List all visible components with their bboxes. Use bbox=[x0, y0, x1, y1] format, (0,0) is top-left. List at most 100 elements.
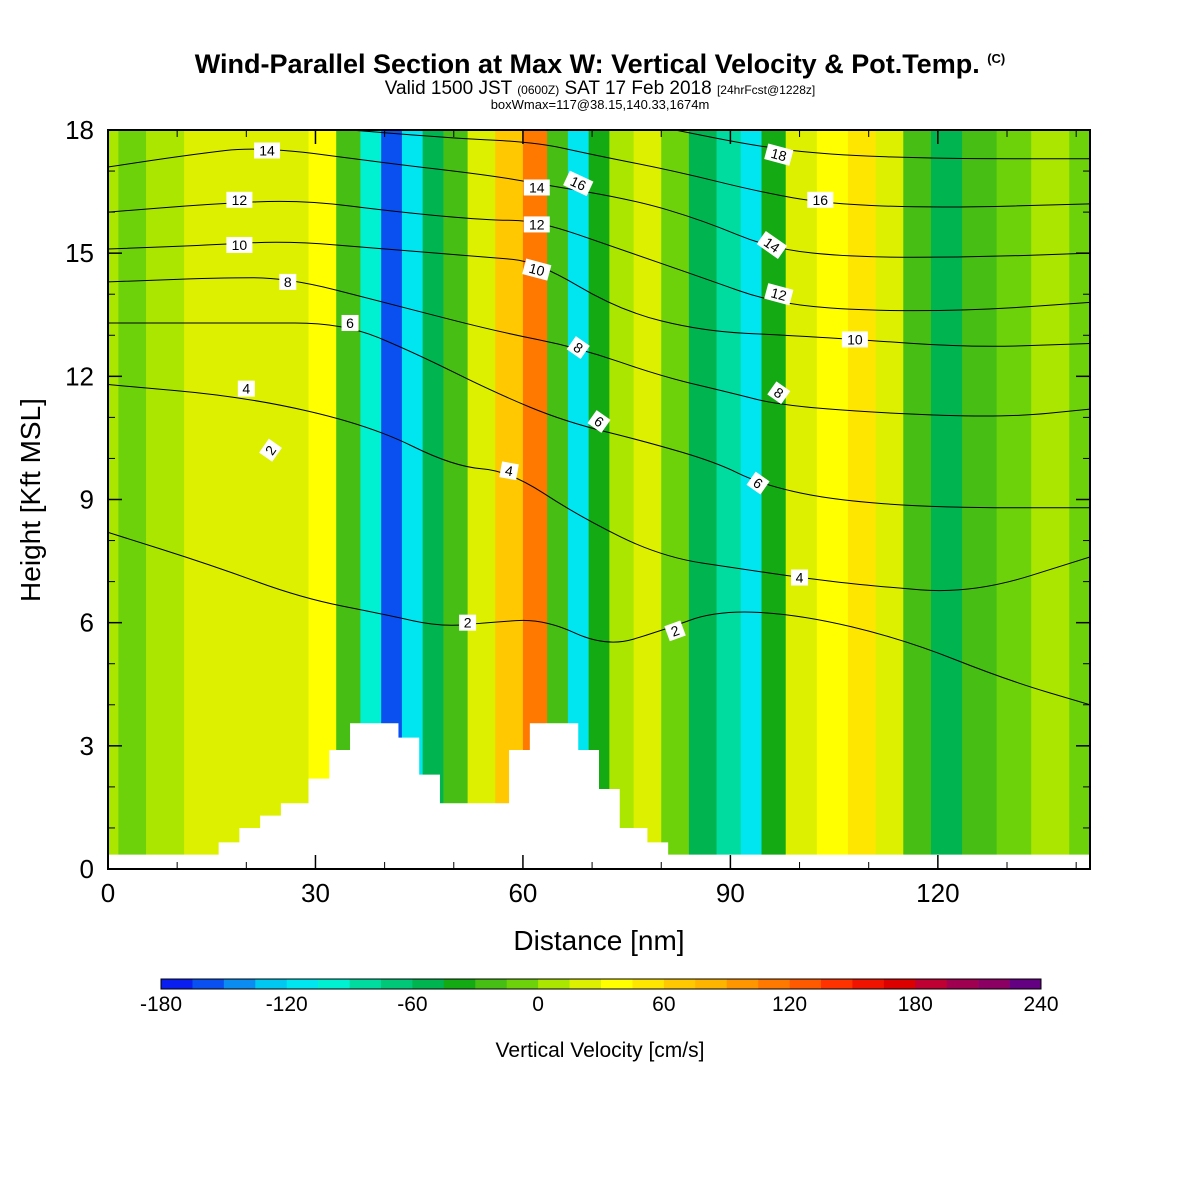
contour-label-box bbox=[587, 410, 611, 433]
valid-time-utc: (0600Z) bbox=[517, 83, 560, 97]
contour-label-box bbox=[341, 314, 359, 331]
contour-labels: 2 2 2 4 4 4 6 6 6 8 8 8 10 10 10 12 12 12 14 14 14 16 16 18 bbox=[226, 142, 868, 642]
colorbar-tick-label: 0 bbox=[532, 993, 544, 1016]
contour-label-box bbox=[563, 170, 594, 197]
colorbar-swatch bbox=[381, 979, 413, 989]
w-cell bbox=[716, 130, 742, 869]
colorbar-swatch bbox=[192, 979, 225, 989]
w-cell bbox=[277, 130, 310, 869]
contour-label-box bbox=[791, 569, 809, 586]
contour-label-text: 12 bbox=[529, 216, 545, 232]
colorbar-swatch bbox=[161, 979, 193, 989]
colorbar-swatch bbox=[255, 979, 288, 989]
colorbar-swatch bbox=[632, 979, 665, 989]
contour-label-text: 12 bbox=[769, 284, 788, 304]
w-cell bbox=[588, 130, 610, 869]
contour-label-10: 10 bbox=[226, 236, 253, 253]
contour-label-box bbox=[499, 461, 519, 481]
contour-label-box bbox=[566, 336, 590, 360]
colorbar-swatch bbox=[978, 979, 1010, 989]
theta-contour-2 bbox=[108, 531, 1090, 706]
y-tick-label: 3 bbox=[80, 731, 94, 761]
contour-label-12: 12 bbox=[764, 283, 794, 306]
colorbar-swatch bbox=[601, 979, 633, 989]
contour-label-text: 10 bbox=[527, 260, 546, 280]
theta-contour-14 bbox=[108, 148, 1090, 258]
w-cell bbox=[785, 130, 818, 869]
contour-label-text: 10 bbox=[847, 331, 863, 347]
contour-label-box bbox=[237, 380, 255, 397]
valid-time-line: Valid 1500 JST (0600Z) SAT 17 Feb 2018 [… bbox=[0, 79, 1200, 100]
colorbar-swatch bbox=[506, 979, 539, 989]
colorbar-swatch bbox=[475, 979, 508, 989]
contour-label-box bbox=[279, 273, 297, 290]
x-tick-label: 60 bbox=[508, 878, 537, 908]
contour-label-text: 4 bbox=[242, 381, 250, 397]
w-cell bbox=[567, 130, 590, 869]
x-tick-label: 90 bbox=[716, 878, 745, 908]
contour-label-text: 16 bbox=[813, 192, 829, 208]
colorbar-tick-label: 120 bbox=[772, 993, 807, 1016]
axes: 0 30 60 90 120 0 3 6 9 12 15 18 bbox=[65, 115, 1090, 908]
w-cell bbox=[962, 130, 998, 869]
potential-temperature-contours bbox=[108, 130, 1090, 706]
colorbar-tick-label: 60 bbox=[652, 993, 675, 1016]
x-tick-label: 120 bbox=[916, 878, 959, 908]
y-tick-label: 12 bbox=[65, 361, 94, 391]
colorbar-swatch bbox=[569, 979, 602, 989]
contour-label-2: 2 bbox=[459, 614, 477, 631]
w-cell bbox=[401, 130, 424, 869]
contour-label-box bbox=[756, 230, 788, 259]
contour-label-16: 16 bbox=[807, 191, 834, 208]
w-cell bbox=[381, 130, 403, 869]
w-cell bbox=[740, 130, 763, 869]
contour-label-text: 14 bbox=[259, 143, 275, 159]
contour-label-box bbox=[764, 143, 794, 166]
colorbar-swatch bbox=[318, 979, 350, 989]
w-cell bbox=[875, 130, 904, 869]
y-tick-label: 9 bbox=[80, 485, 94, 515]
contour-label-12: 12 bbox=[226, 191, 253, 208]
colorbar-swatch bbox=[223, 979, 256, 989]
box-wmax-info: boxWmax=117@38.15,140.33,1674m bbox=[490, 97, 710, 112]
colorbar-swatch bbox=[726, 979, 759, 989]
contour-label-box bbox=[841, 331, 868, 348]
colorbar-swatch bbox=[695, 979, 728, 989]
w-cell bbox=[360, 130, 382, 869]
x-axis-label: Distance [nm] bbox=[513, 925, 684, 956]
colorbar-swatch bbox=[789, 979, 822, 989]
colorbar-swatch bbox=[412, 979, 445, 989]
contour-label-6: 6 bbox=[341, 314, 359, 331]
colorbar-swatch bbox=[1009, 979, 1042, 989]
contour-label-box bbox=[459, 614, 477, 631]
colorbar-tick-label: 180 bbox=[898, 993, 933, 1016]
y-tick-label: 0 bbox=[80, 854, 94, 884]
y-tick-label: 6 bbox=[80, 608, 94, 638]
contour-label-box bbox=[664, 620, 686, 642]
w-cell bbox=[467, 130, 496, 869]
contour-label-4: 4 bbox=[499, 461, 519, 481]
w-cell bbox=[903, 130, 932, 869]
title-block: Wind-Parallel Section at Max W: Vertical… bbox=[0, 42, 1200, 112]
colorbar-tick-label: 240 bbox=[1023, 993, 1058, 1016]
colorbar-swatch bbox=[852, 979, 885, 989]
contour-label-16: 16 bbox=[563, 170, 594, 197]
x-tick-label: 30 bbox=[301, 878, 330, 908]
w-cell bbox=[422, 130, 445, 869]
colorbar: -180 -120 -60 0 60 120 180 240 bbox=[140, 978, 1059, 1016]
contour-label-text: 2 bbox=[464, 615, 472, 631]
contour-label-8: 8 bbox=[566, 336, 590, 360]
w-cell bbox=[661, 130, 690, 869]
contour-label-10: 10 bbox=[841, 331, 868, 348]
colorbar-swatch bbox=[538, 979, 570, 989]
contour-label-6: 6 bbox=[746, 471, 770, 495]
contour-label-10: 10 bbox=[522, 258, 552, 281]
w-cell bbox=[996, 130, 1032, 869]
vertical-velocity-field bbox=[108, 130, 1090, 869]
contour-label-text: 12 bbox=[232, 192, 248, 208]
contour-label-14: 14 bbox=[523, 179, 550, 196]
contour-label-12: 12 bbox=[523, 216, 550, 233]
colorbar-tick-label: -60 bbox=[397, 993, 427, 1016]
w-cell bbox=[930, 130, 963, 869]
contour-label-text: 10 bbox=[232, 237, 248, 253]
